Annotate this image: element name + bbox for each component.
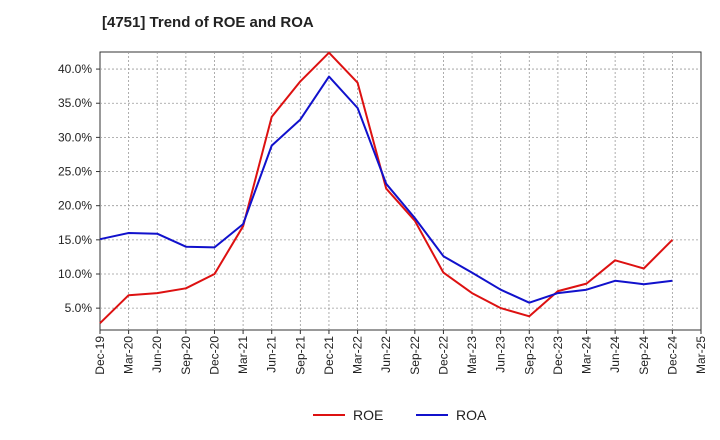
x-tick-label: Mar-25 (694, 336, 708, 374)
x-tick-label: Dec-21 (322, 336, 336, 375)
series-line-roe (99, 51, 674, 324)
series-line-roa (99, 75, 673, 304)
x-tick-label: Dec-22 (436, 336, 450, 375)
y-tick-label: 5.0% (65, 301, 93, 315)
x-tick-label: Sep-22 (408, 336, 422, 375)
y-tick-label: 30.0% (58, 130, 92, 144)
x-tick-label: Mar-21 (236, 336, 250, 374)
y-tick-label: 25.0% (58, 165, 92, 179)
y-tick-label: 40.0% (58, 62, 92, 76)
y-tick-label: 20.0% (58, 199, 92, 213)
legend-label-roa: ROA (456, 407, 487, 423)
x-tick-label: Sep-23 (522, 336, 536, 375)
x-tick-label: Sep-20 (179, 336, 193, 375)
chart-title: [4751] Trend of ROE and ROA (102, 14, 314, 31)
x-tick-label: Mar-24 (580, 336, 594, 374)
x-tick-label: Mar-20 (122, 336, 136, 374)
y-tick-label: 10.0% (58, 267, 92, 281)
y-tick-label: 15.0% (58, 233, 92, 247)
x-tick-label: Mar-22 (351, 336, 365, 374)
x-tick-label: Dec-23 (551, 336, 565, 375)
x-tick-label: Dec-19 (93, 336, 107, 375)
x-tick-label: Jun-22 (379, 336, 393, 373)
x-tick-label: Jun-20 (150, 336, 164, 373)
x-tick-label: Mar-23 (465, 336, 479, 374)
x-tick-label: Jun-23 (494, 336, 508, 373)
x-tick-label: Dec-20 (207, 336, 221, 375)
x-tick-label: Sep-24 (637, 336, 651, 375)
y-tick-label: 35.0% (58, 96, 92, 110)
x-tick-label: Jun-24 (608, 336, 622, 373)
plot-area (99, 51, 702, 331)
x-tick-label: Dec-24 (665, 336, 679, 375)
x-tick-label: Jun-21 (265, 336, 279, 373)
x-tick-label: Sep-21 (293, 336, 307, 375)
legend-label-roe: ROE (353, 407, 383, 423)
